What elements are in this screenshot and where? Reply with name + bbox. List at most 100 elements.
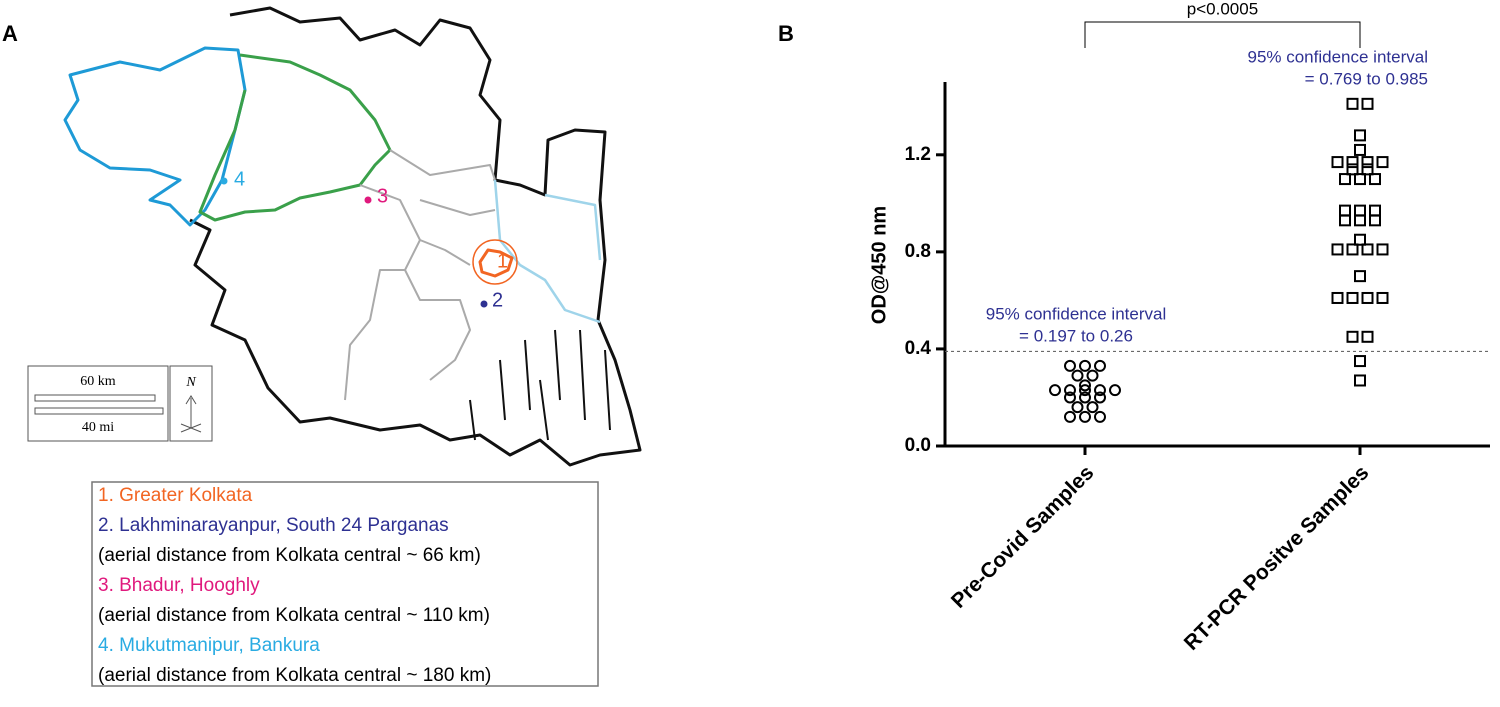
data-point <box>1376 156 1389 169</box>
data-point <box>1346 97 1359 110</box>
kolkata-circle <box>472 239 518 285</box>
data-point <box>1361 156 1374 169</box>
data-point <box>1369 214 1381 227</box>
data-point <box>1339 173 1351 186</box>
ci-annotation: 95% confidence interval <box>1247 47 1428 66</box>
data-point <box>1346 330 1359 343</box>
data-point <box>1361 330 1374 343</box>
panel-label: B <box>778 21 794 46</box>
data-point <box>1354 129 1366 142</box>
data-point <box>1354 143 1366 156</box>
data-point <box>1354 270 1366 283</box>
data-point <box>1079 410 1091 423</box>
ci-annotation: = 0.769 to 0.985 <box>1305 69 1428 88</box>
data-point <box>1361 163 1374 176</box>
data-point <box>1086 369 1099 382</box>
data-point <box>1094 359 1106 372</box>
data-point <box>1354 374 1366 387</box>
scale-frame <box>27 365 169 442</box>
y-tick-label: 0.4 <box>905 338 932 359</box>
panel-label: A <box>2 21 18 46</box>
y-axis-label: OD@450 nm <box>868 206 890 324</box>
map <box>63 6 642 467</box>
data-point <box>1071 369 1084 382</box>
significance-label: p<0.0005 <box>1187 0 1258 18</box>
data-point <box>1346 156 1359 169</box>
x-tick-label: Pre-Covid Samples <box>947 461 1099 613</box>
scale-mi: 40 mi <box>82 420 114 435</box>
data-point <box>1064 410 1076 423</box>
north-frame <box>169 365 213 442</box>
legend-item: 4. Mukutmanipur, Bankura <box>98 635 320 656</box>
data-point <box>1369 173 1381 186</box>
district-bankura <box>63 46 247 227</box>
map-outline <box>189 6 642 467</box>
scale-bar-km <box>34 394 156 402</box>
data-point <box>1079 379 1091 392</box>
legend-item: 3. Bhadur, Hooghly <box>98 575 260 596</box>
legend-box <box>91 481 599 687</box>
data-point <box>1094 391 1106 404</box>
data-point <box>1079 384 1091 397</box>
data-point <box>1064 391 1076 404</box>
sundarbans <box>469 329 611 441</box>
data-point <box>1354 204 1366 217</box>
map-marker-label: 3 <box>377 185 388 207</box>
scale-bar-mi <box>34 407 164 415</box>
data-point <box>1346 291 1359 304</box>
data-point <box>1331 156 1344 169</box>
data-point <box>1071 401 1084 414</box>
data-point <box>1079 359 1091 372</box>
legend-item: (aerial distance from Kolkata central ~ … <box>98 545 481 566</box>
data-point <box>1361 243 1374 256</box>
data-point <box>1339 214 1351 227</box>
map-marker-label: 2 <box>492 289 503 311</box>
data-point <box>1376 291 1389 304</box>
data-point <box>1094 410 1106 423</box>
y-tick-label: 1.2 <box>905 144 931 165</box>
data-point <box>1331 243 1344 256</box>
data-point <box>1331 291 1344 304</box>
data-point <box>1354 233 1366 246</box>
scale-km: 60 km <box>80 374 116 389</box>
legend-item: (aerial distance from Kolkata central ~ … <box>98 605 490 626</box>
panel-b: B 0.0 0.4 0.8 1.2 OD@450 nm Pre-Covid Samples R… <box>778 0 1490 655</box>
data-point <box>1094 384 1106 397</box>
legend-item: 1. Greater Kolkata <box>98 485 253 506</box>
district-hooghly <box>198 53 392 222</box>
map-point <box>220 177 228 185</box>
north-label: N <box>185 375 196 390</box>
data-point <box>1361 291 1374 304</box>
y-tick-label: 0.8 <box>905 241 931 262</box>
data-point <box>1346 243 1359 256</box>
data-point <box>1049 384 1061 397</box>
map-marker-label: 4 <box>234 168 245 190</box>
x-tick-label: RT-PCR Positve Samples <box>1180 461 1374 655</box>
data-point <box>1079 391 1091 404</box>
district-lines <box>344 149 496 401</box>
legend-item: (aerial distance from Kolkata central ~ … <box>98 665 491 686</box>
data-point <box>1369 204 1381 217</box>
data-point <box>1346 163 1359 176</box>
north-arrow <box>180 395 202 433</box>
scale-box <box>27 365 213 442</box>
data-point <box>1086 401 1099 414</box>
data-point <box>1376 243 1389 256</box>
kolkata-outline <box>478 248 514 278</box>
map-marker-label: 1 <box>497 250 508 272</box>
map-point <box>364 196 372 204</box>
data-point <box>1109 384 1121 397</box>
map-point <box>480 300 488 308</box>
ci-annotation: 95% confidence interval <box>986 304 1167 323</box>
data-point <box>1354 173 1366 186</box>
panel-a: A 1 2 3 4 60 km 40 mi N 1. Greater Kolkata 2. Lak… <box>2 21 599 687</box>
y-tick-label: 0.0 <box>905 435 931 456</box>
data-point <box>1354 214 1366 227</box>
data-point <box>1361 97 1374 110</box>
data-point <box>1064 359 1076 372</box>
significance-bracket <box>1084 21 1361 48</box>
data-point <box>1064 384 1076 397</box>
legend-item: 2. Lakhminarayanpur, South 24 Parganas <box>98 515 449 536</box>
data-point <box>1354 355 1366 368</box>
